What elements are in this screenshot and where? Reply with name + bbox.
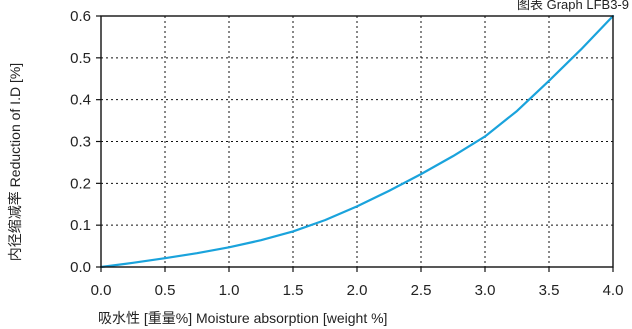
y-tick-label: 0.5 xyxy=(70,50,91,67)
x-tick-label: 0.0 xyxy=(91,282,112,299)
graph-caption: 图表 Graph LFB3-9 xyxy=(517,0,629,12)
x-tick-label: 0.5 xyxy=(155,282,176,299)
x-axis-title: 吸水性 [重量%] Moisture absorption [weight %] xyxy=(98,310,387,326)
series-layer xyxy=(99,14,615,269)
x-tick-label: 2.5 xyxy=(411,282,432,299)
tick-marks xyxy=(96,15,614,272)
y-tick-label: 0.1 xyxy=(70,217,91,234)
y-tick-label: 0.3 xyxy=(70,134,91,151)
grid-lines xyxy=(101,16,613,267)
series-line-0 xyxy=(99,14,615,269)
x-tick-label: 4.0 xyxy=(603,282,624,299)
y-axis-title: 内径缩减率 Reduction of I.D [%] xyxy=(7,63,23,261)
x-tick-label: 1.5 xyxy=(283,282,304,299)
x-tick-label: 3.0 xyxy=(475,282,496,299)
y-tick-labels: 0.0 0.1 0.2 0.3 0.4 0.5 0.6 xyxy=(70,8,91,276)
x-tick-label: 3.5 xyxy=(539,282,560,299)
y-tick-label: 0.0 xyxy=(70,259,91,276)
x-tick-label: 1.0 xyxy=(219,282,240,299)
y-tick-label: 0.2 xyxy=(70,175,91,192)
x-tick-label: 2.0 xyxy=(347,282,368,299)
x-tick-labels: 0.0 0.5 1.0 1.5 2.0 2.5 3.0 3.5 4.0 xyxy=(91,282,624,299)
y-tick-label: 0.4 xyxy=(70,92,91,109)
y-tick-label: 0.6 xyxy=(70,8,91,25)
